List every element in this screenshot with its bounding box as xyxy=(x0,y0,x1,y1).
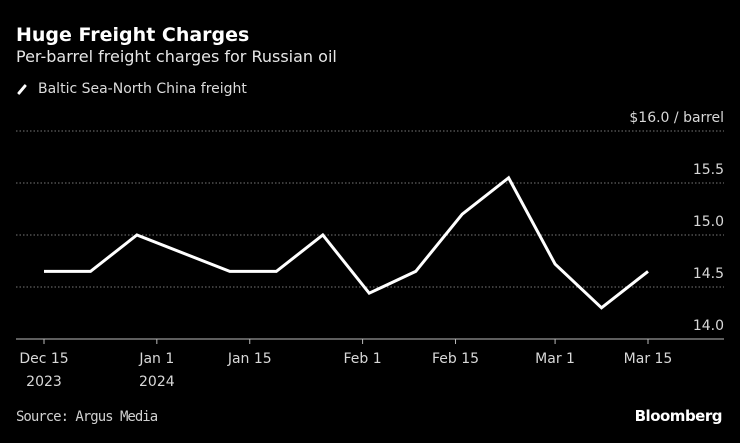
legend: Baltic Sea-North China freight xyxy=(16,81,247,97)
x-tick-label: Jan 1 xyxy=(138,351,174,367)
y-tick-label: 14.0 xyxy=(693,318,724,334)
x-tick-label: Dec 15 xyxy=(19,351,68,367)
source-note: Source: Argus Media xyxy=(16,409,158,425)
x-tick-year-label: 2024 xyxy=(139,374,175,390)
x-tick-label: Feb 15 xyxy=(432,351,479,367)
legend-label: Baltic Sea-North China freight xyxy=(38,81,247,97)
y-tick-label: 15.0 xyxy=(693,214,724,230)
x-tick-label: Mar 15 xyxy=(624,351,673,367)
x-tick-label: Feb 1 xyxy=(344,351,382,367)
series-line xyxy=(44,175,649,310)
y-tick-label: 14.5 xyxy=(693,266,724,282)
x-tick-label: Jan 15 xyxy=(227,351,272,367)
x-tick-label: Mar 1 xyxy=(535,351,575,367)
x-tick-year-label: 2023 xyxy=(26,374,62,390)
chart-subtitle: Per-barrel freight charges for Russian o… xyxy=(16,47,337,66)
y-tick-label: $16.0 / barrel xyxy=(629,110,724,126)
y-tick-label: 15.5 xyxy=(693,162,724,178)
chart-title: Huge Freight Charges xyxy=(16,24,250,46)
bloomberg-logo: Bloomberg xyxy=(634,407,723,425)
